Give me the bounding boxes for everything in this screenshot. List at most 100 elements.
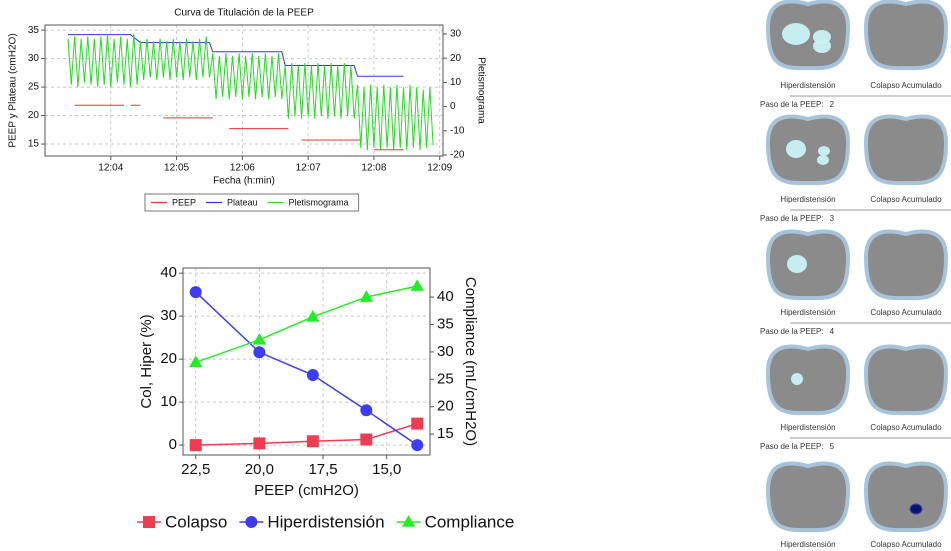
data-point bbox=[411, 417, 424, 430]
data-point bbox=[189, 286, 202, 299]
x-tick-label: 12:09 bbox=[427, 163, 452, 174]
y-tick-label: 0 bbox=[169, 436, 177, 453]
y-axis-label: PEEP y Plateau (cmH2O) bbox=[8, 33, 19, 147]
step-number: 4 bbox=[830, 327, 835, 336]
y-tick-label: 25 bbox=[28, 82, 40, 93]
image-caption: Colapso Acumulado bbox=[870, 81, 942, 90]
data-point bbox=[360, 404, 373, 417]
y2-tick-label: 15 bbox=[437, 425, 454, 442]
data-point bbox=[306, 435, 319, 448]
x-tick-label: 12:05 bbox=[164, 163, 189, 174]
y-axis-label: Col, Hiper (%) bbox=[138, 314, 155, 408]
eit-blob bbox=[818, 146, 830, 156]
data-point bbox=[306, 309, 320, 322]
x-tick-label: 12:04 bbox=[98, 163, 123, 174]
series-line bbox=[68, 34, 404, 77]
y2-tick-label: -20 bbox=[450, 150, 465, 161]
eit-image bbox=[863, 0, 949, 71]
image-caption: Colapso Acumulado bbox=[870, 308, 942, 317]
y2-tick-label: 30 bbox=[450, 29, 462, 40]
y-tick-label: 10 bbox=[160, 393, 177, 410]
data-point bbox=[411, 439, 424, 452]
x-tick-label: 12:07 bbox=[296, 163, 321, 174]
y2-axis-label: Compliance (mL/cmH2O) bbox=[462, 277, 479, 446]
image-caption: Hiperdistensión bbox=[780, 540, 835, 549]
eit-blob bbox=[782, 23, 810, 45]
x-tick-label: 12:08 bbox=[361, 163, 386, 174]
y2-tick-label: 25 bbox=[437, 370, 454, 387]
step-label: Paso de la PEEP: bbox=[760, 327, 824, 336]
data-point bbox=[189, 439, 202, 452]
y2-tick-label: 40 bbox=[437, 288, 454, 305]
x-tick-label: 17,5 bbox=[308, 461, 337, 478]
series-line bbox=[67, 33, 434, 151]
data-point bbox=[252, 332, 266, 345]
eit-blob bbox=[909, 503, 923, 515]
data-point bbox=[410, 279, 424, 291]
image-caption: Colapso Acumulado bbox=[870, 423, 942, 432]
x-tick-label: 22,5 bbox=[181, 461, 210, 478]
y-tick-label: 20 bbox=[28, 110, 40, 121]
y-tick-label: 35 bbox=[28, 25, 40, 36]
y2-tick-label: 35 bbox=[437, 315, 454, 332]
data-point bbox=[360, 433, 373, 446]
y-tick-label: 15 bbox=[28, 139, 40, 150]
legend-label: Colapso bbox=[165, 512, 227, 531]
y-tick-label: 20 bbox=[160, 350, 177, 367]
eit-image bbox=[765, 114, 851, 186]
x-tick-label: 15,0 bbox=[372, 461, 401, 478]
y2-tick-label: 10 bbox=[450, 77, 462, 88]
image-caption: Hiperdistensión bbox=[780, 195, 835, 204]
image-caption: Colapso Acumulado bbox=[870, 540, 942, 549]
eit-image bbox=[863, 461, 949, 533]
step-label: Paso de la PEEP: bbox=[760, 442, 824, 451]
series-line bbox=[195, 422, 418, 446]
plot-frame bbox=[44, 24, 444, 157]
eit-image bbox=[765, 461, 851, 533]
eit-blob bbox=[817, 155, 829, 165]
y2-tick-label: 20 bbox=[450, 53, 462, 64]
eit-blob bbox=[791, 373, 803, 385]
step-label: Paso de la PEEP: bbox=[760, 214, 824, 223]
eit-blob bbox=[787, 255, 807, 273]
legend-label: Compliance bbox=[425, 512, 515, 531]
x-tick-label: 12:06 bbox=[230, 163, 255, 174]
eit-blob bbox=[813, 39, 831, 53]
step-number: 2 bbox=[830, 100, 835, 109]
x-axis-label: PEEP (cmH2O) bbox=[254, 482, 359, 499]
y2-tick-label: 0 bbox=[450, 101, 456, 112]
data-point bbox=[306, 369, 319, 382]
plot-frame bbox=[182, 267, 431, 456]
legend-label: Pletismograma bbox=[289, 197, 349, 207]
step-number: 3 bbox=[830, 214, 835, 223]
legend-label: Plateau bbox=[227, 197, 258, 207]
legend-marker bbox=[401, 515, 416, 527]
step-label: Paso de la PEEP: bbox=[760, 100, 824, 109]
series-line bbox=[74, 104, 404, 151]
x-tick-label: 20,0 bbox=[245, 461, 274, 478]
legend-label: PEEP bbox=[172, 197, 196, 207]
eit-image bbox=[863, 344, 949, 416]
image-caption: Colapso Acumulado bbox=[870, 195, 942, 204]
image-caption: Hiperdistensión bbox=[780, 81, 835, 90]
eit-image bbox=[863, 114, 949, 186]
y2-tick-label: 30 bbox=[437, 343, 454, 360]
eit-image bbox=[765, 344, 851, 416]
y-tick-label: 30 bbox=[160, 307, 177, 324]
chart-title: Curva de Titulación de la PEEP bbox=[174, 8, 314, 19]
eit-image bbox=[765, 229, 851, 301]
x-axis-label: Fecha (h:min) bbox=[213, 176, 275, 187]
eit-blob bbox=[786, 140, 806, 158]
data-point bbox=[253, 346, 266, 359]
step-number: 5 bbox=[830, 442, 835, 451]
legend-marker bbox=[143, 516, 155, 528]
data-point bbox=[189, 355, 203, 368]
legend-marker bbox=[245, 516, 258, 528]
y2-axis-label: Pletismograma bbox=[475, 57, 486, 124]
data-point bbox=[359, 290, 373, 302]
image-caption: Hiperdistensión bbox=[780, 423, 835, 432]
y-tick-label: 30 bbox=[28, 53, 40, 64]
legend-label: Hiperdistensión bbox=[267, 512, 384, 531]
y2-tick-label: 20 bbox=[437, 398, 454, 415]
